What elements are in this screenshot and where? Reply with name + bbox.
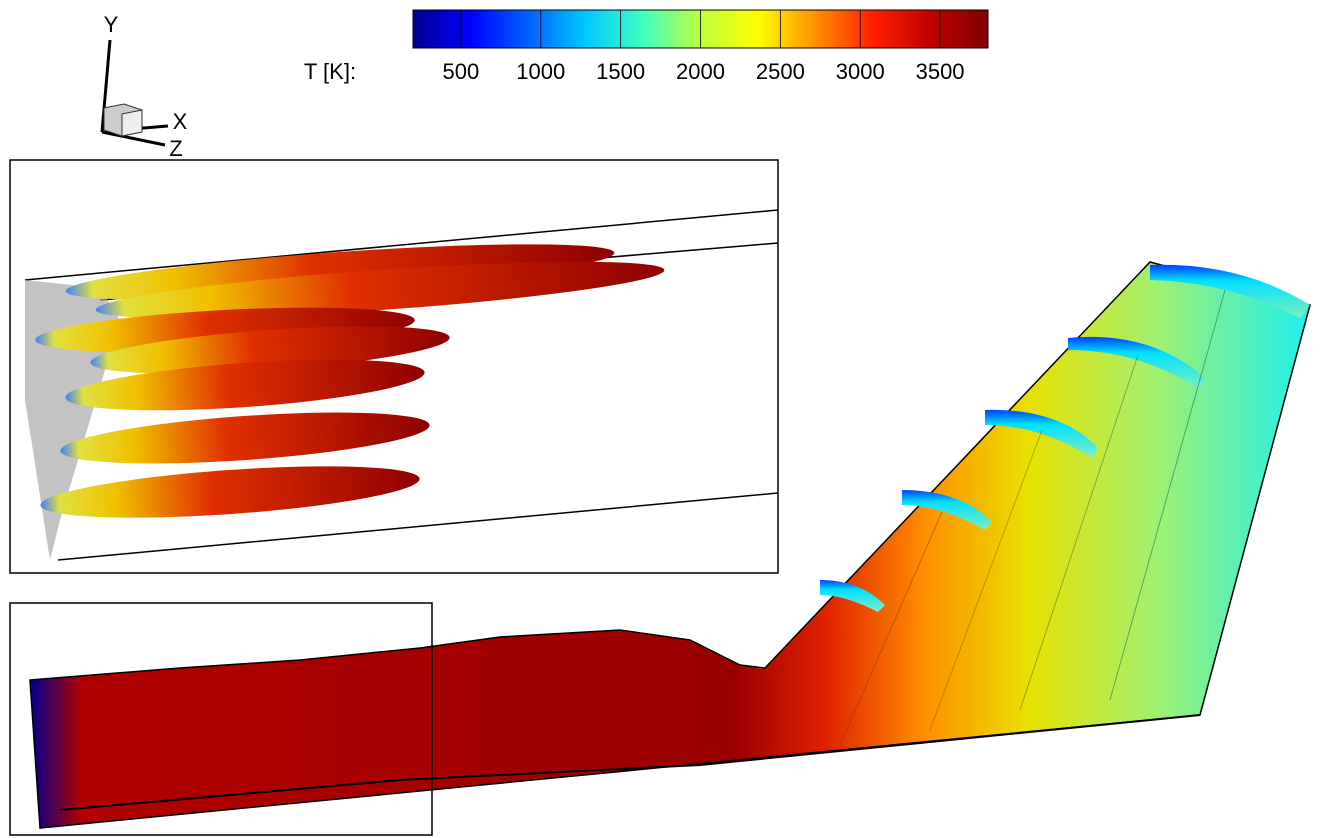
cube-face	[122, 110, 142, 136]
axis-triad: Y X Z	[102, 12, 188, 161]
colorbar-tick-label: 1000	[516, 59, 565, 84]
axis-label-z: Z	[169, 136, 182, 161]
colorbar-tick-label: 1500	[596, 59, 645, 84]
figure: Y X Z T [K]: 500 1000 1500 2000 2500 3000 3500	[0, 0, 1320, 838]
colorbar-tick-label: 3500	[916, 59, 965, 84]
colorbar-label: T [K]:	[304, 59, 356, 84]
axis-label-x: X	[173, 109, 188, 134]
colorbar-tick-label: 500	[443, 59, 480, 84]
colorbar-tick-label: 2000	[676, 59, 725, 84]
axis-label-y: Y	[104, 12, 119, 37]
colorbar-tick-label: 3000	[836, 59, 885, 84]
inset-panel	[10, 160, 778, 573]
colorbar-tick-label: 2500	[756, 59, 805, 84]
